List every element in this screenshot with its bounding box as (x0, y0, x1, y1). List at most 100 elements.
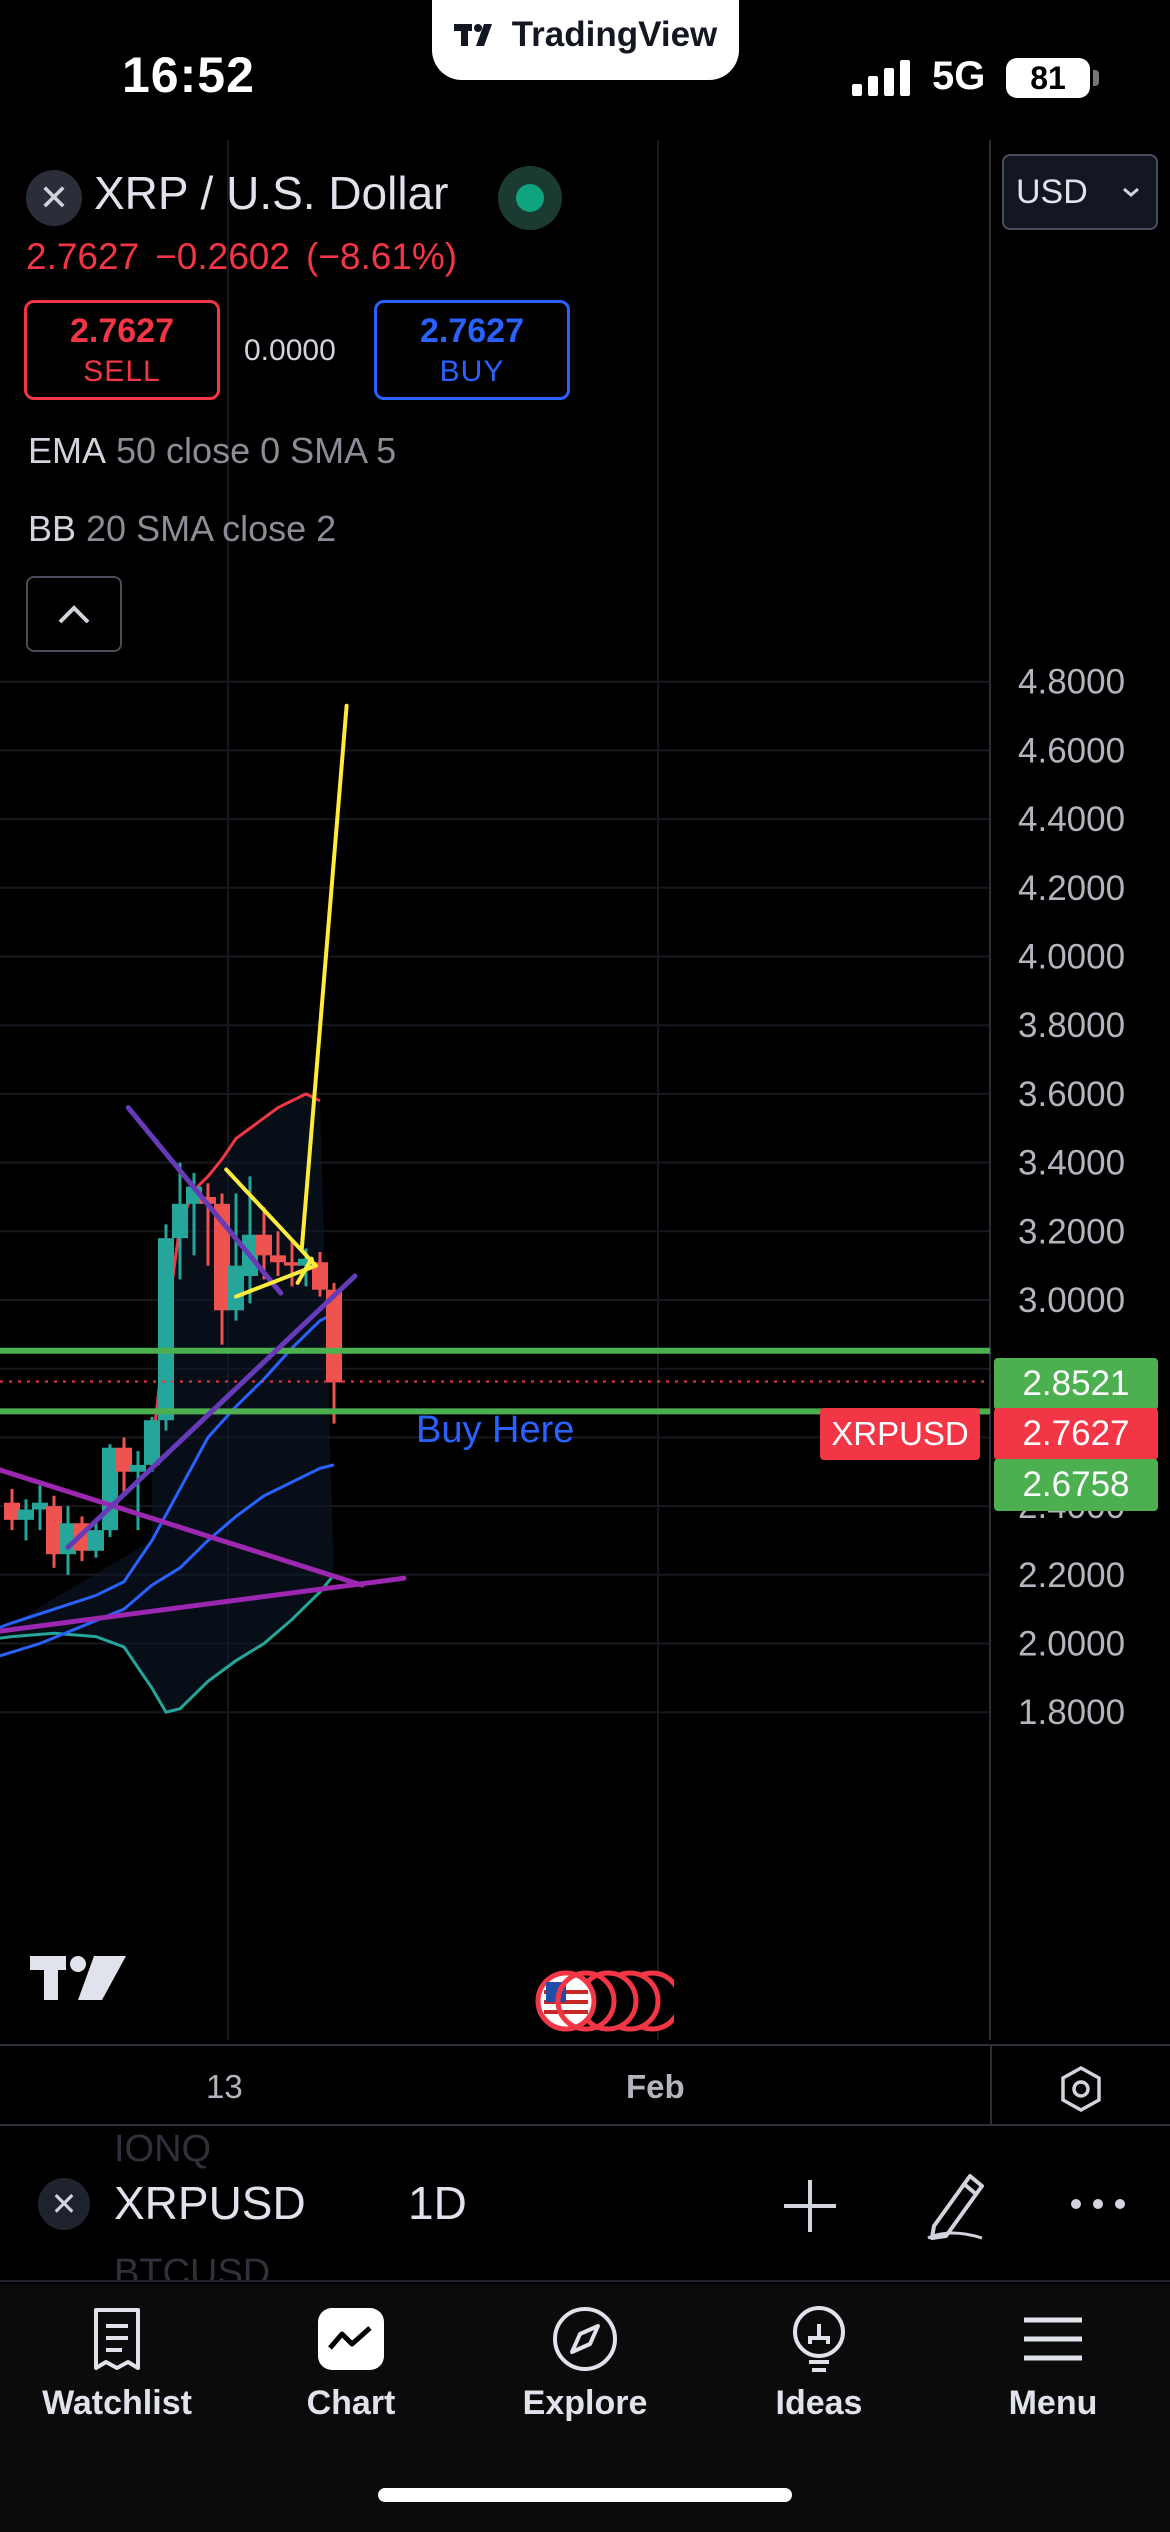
indicator-ema-params: 50 close 0 SMA 5 (116, 430, 397, 471)
lightbulb-icon (793, 2306, 845, 2372)
interval-selector[interactable]: 1D (408, 2177, 467, 2229)
chevron-up-icon (58, 605, 90, 624)
candle-body (256, 1234, 272, 1256)
status-time: 16:52 (122, 47, 255, 103)
signal-icon (852, 60, 910, 96)
currency-value: USD (1016, 172, 1088, 211)
compass-icon (553, 2307, 617, 2371)
triangle-apex-line (295, 1256, 314, 1285)
bb-lower-line (0, 1573, 336, 1714)
ghost-symbol-above: IONQ (114, 2128, 212, 2170)
price-tick-label: 4.0000 (1018, 938, 1125, 977)
price-tick-label: 3.8000 (1018, 1006, 1125, 1045)
nav-watchlist[interactable]: Watchlist (0, 2304, 234, 2454)
spread-value: 0.0000 (244, 334, 336, 367)
symbol-bar: IONQ BTCUSD ✕ XRPUSD 1D (0, 2126, 1170, 2282)
battery-icon: 81 (1006, 58, 1090, 98)
price-change: −0.2602 (155, 236, 290, 277)
sell-label: SELL (83, 354, 161, 388)
indicator-bb-params: 20 SMA close 2 (86, 508, 337, 549)
menu-icon (1024, 2317, 1082, 2361)
ema-line (0, 1463, 335, 1658)
price-tick-label: 4.8000 (1018, 663, 1125, 702)
nav-label: Watchlist (42, 2384, 192, 2422)
candle-body (284, 1262, 300, 1266)
close-icon: ✕ (38, 177, 70, 218)
candle-body (102, 1447, 118, 1531)
candle-body (298, 1258, 314, 1266)
sell-price: 2.7627 (70, 311, 174, 350)
support-lower-tag: 2.6758 (994, 1459, 1158, 1511)
close-tab-button[interactable]: ✕ (38, 2178, 90, 2230)
last-price: 2.7627 (26, 236, 140, 277)
symbol-title[interactable]: XRP / U.S. Dollar (94, 167, 449, 219)
close-symbol-button[interactable]: ✕ (26, 170, 82, 226)
market-open-dot (516, 184, 544, 212)
price-tick-label: 4.2000 (1018, 869, 1125, 908)
price-change-percent: (−8.61%) (305, 236, 458, 277)
trendline-magenta-down (0, 1467, 365, 1588)
indicator-bb[interactable]: BB 20 SMA close 2 (28, 508, 336, 550)
tradingview-logo-icon (453, 24, 492, 46)
nav-explore[interactable]: Explore (468, 2304, 702, 2454)
indicator-ema-name: EMA (28, 430, 107, 471)
axis-divider (990, 2046, 992, 2128)
nav-label: Ideas (775, 2384, 863, 2422)
network-type: 5G (932, 54, 986, 98)
home-indicator (378, 2488, 792, 2502)
sell-button[interactable]: 2.7627 SELL (24, 300, 220, 400)
candle-body (144, 1420, 160, 1465)
candle-body (18, 1509, 34, 1520)
battery-level: 81 (1030, 59, 1066, 96)
add-icon[interactable] (778, 2174, 842, 2238)
price-tick-label: 3.2000 (1018, 1212, 1125, 1251)
trendline-purple-down (125, 1105, 284, 1296)
symbol-price-tag: XRPUSD (820, 1408, 980, 1460)
nav-ideas[interactable]: Ideas (702, 2304, 936, 2454)
price-chart[interactable]: Buy Here 4.8000 4.6000 4.4000 4.2000 4.0000 3.… (0, 140, 1170, 2040)
candle-body (228, 1265, 244, 1311)
buy-button[interactable]: 2.7627 BUY (374, 300, 570, 400)
status-bar: 16:52 TradingView 5G 81 (0, 0, 1170, 140)
market-status-icon[interactable] (498, 166, 562, 230)
last-price-tag: 2.7627 (994, 1408, 1158, 1460)
nav-label: Chart (306, 2384, 396, 2422)
time-axis[interactable]: 13 Feb (0, 2044, 1170, 2128)
ghost-symbol-below: BTCUSD (114, 2252, 271, 2282)
price-tick-label: 2.0000 (1018, 1625, 1125, 1664)
chart-settings-icon[interactable] (1056, 2064, 1106, 2114)
candle-body (88, 1530, 104, 1551)
drawing-tools-icon[interactable] (920, 2166, 990, 2242)
price-tick-label: 3.0000 (1018, 1281, 1125, 1320)
nav-chart[interactable]: Chart (234, 2304, 468, 2454)
buy-here-annotation: Buy Here (416, 1409, 574, 1451)
buy-price: 2.7627 (420, 311, 524, 350)
close-icon: ✕ (50, 2186, 78, 2222)
candle-body (158, 1238, 174, 1421)
battery-tip (1093, 70, 1099, 86)
nav-menu[interactable]: Menu (936, 2304, 1170, 2454)
more-icon[interactable] (1066, 2178, 1130, 2230)
candle-body (116, 1447, 132, 1472)
tradingview-badge: TradingView (432, 0, 739, 80)
collapse-legend-button[interactable] (26, 576, 122, 652)
support-upper-tag: 2.8521 (994, 1358, 1158, 1410)
candle-body (46, 1506, 62, 1555)
economic-events-icon[interactable] (534, 1966, 674, 2036)
time-tick: 13 (206, 2068, 243, 2105)
price-tick-label: 3.6000 (1018, 1075, 1125, 1114)
price-summary: 2.7627 −0.2602 (−8.61%) (26, 236, 473, 278)
nav-label: Menu (1008, 2384, 1098, 2422)
indicator-ema[interactable]: EMA 50 close 0 SMA 5 (28, 430, 396, 472)
trendline-purple-up (65, 1273, 358, 1550)
trendline-magenta-up (0, 1575, 407, 1634)
currency-select[interactable]: USD (1002, 154, 1158, 230)
time-tick: Feb (626, 2068, 685, 2105)
candle-body (312, 1262, 328, 1290)
price-tick-label: 2.2000 (1018, 1556, 1125, 1595)
candle-body (32, 1502, 48, 1510)
price-tick-label: 4.6000 (1018, 731, 1125, 770)
nav-label: Explore (522, 2384, 648, 2422)
symbol-selector[interactable]: XRPUSD (114, 2177, 306, 2229)
price-tick-label: 4.4000 (1018, 800, 1125, 839)
